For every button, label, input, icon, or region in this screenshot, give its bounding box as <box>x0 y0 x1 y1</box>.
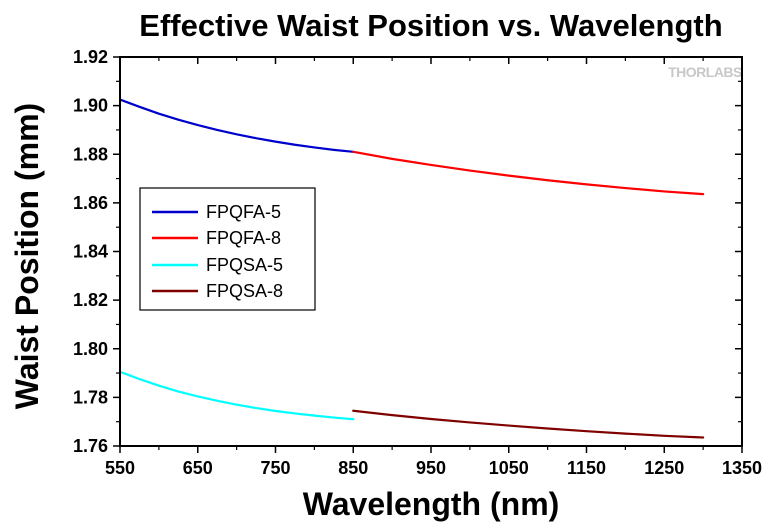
series-line-fpqsa-5 <box>118 370 355 421</box>
y-tick-label: 1.86 <box>73 193 108 213</box>
thorlabs-watermark: THORLABS <box>668 64 742 80</box>
legend-label-fpqfa-8: FPQFA-8 <box>206 228 281 248</box>
y-tick-label: 1.84 <box>73 242 108 262</box>
x-tick-label: 850 <box>338 458 368 478</box>
x-tick-label: 1050 <box>489 458 529 478</box>
y-tick-label: 1.78 <box>73 387 108 407</box>
ticks-layer: 550 650 750 850 950 1050 1150 1250 1350 1.76 1.78 1… <box>73 47 762 478</box>
legend-label-fpqfa-5: FPQFA-5 <box>206 202 281 222</box>
plot-frame <box>119 56 743 447</box>
y-tick-label: 1.76 <box>73 436 108 456</box>
series-line-fpqfa-5 <box>118 98 355 153</box>
y-tick-label: 1.92 <box>73 47 108 67</box>
series-line-fpqfa-8 <box>352 150 705 196</box>
x-tick-label: 1250 <box>644 458 684 478</box>
legend-label-fpqsa-5: FPQSA-5 <box>206 255 283 275</box>
x-tick-label: 750 <box>260 458 290 478</box>
x-tick-label: 1150 <box>567 458 606 478</box>
legend: FPQFA-5 FPQFA-8 FPQSA-5 FPQSA-8 <box>139 187 316 311</box>
series-layer <box>118 98 705 439</box>
x-axis-title: Wavelength (nm) <box>303 486 560 522</box>
y-tick-label: 1.82 <box>73 290 108 310</box>
legend-label-fpqsa-8: FPQSA-8 <box>206 281 283 301</box>
series-line-fpqsa-8 <box>352 409 705 439</box>
x-tick-label: 550 <box>105 458 135 478</box>
y-tick-label: 1.88 <box>73 144 108 164</box>
x-tick-label: 650 <box>183 458 213 478</box>
x-tick-label: 1350 <box>722 458 762 478</box>
y-tick-label: 1.80 <box>73 339 108 359</box>
y-axis-title: Waist Position (mm) <box>9 103 45 409</box>
y-tick-label: 1.90 <box>73 96 108 116</box>
legend-box <box>139 187 316 311</box>
chart-title: Effective Waist Position vs. Wavelength <box>139 8 722 43</box>
x-tick-label: 950 <box>416 458 446 478</box>
